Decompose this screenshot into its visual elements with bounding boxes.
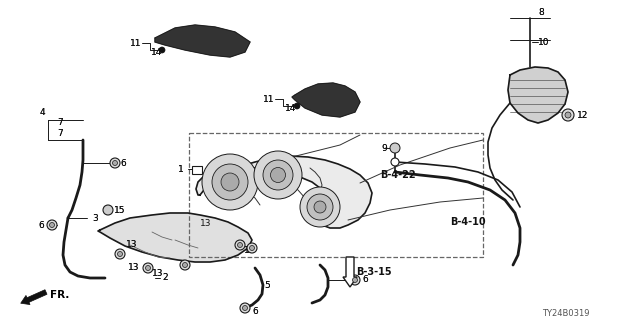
Polygon shape bbox=[98, 213, 252, 262]
Text: 15: 15 bbox=[114, 205, 125, 214]
Circle shape bbox=[110, 158, 120, 168]
Circle shape bbox=[247, 243, 257, 253]
Circle shape bbox=[250, 245, 255, 251]
Text: 6: 6 bbox=[120, 158, 125, 167]
Text: 10: 10 bbox=[538, 37, 550, 46]
Circle shape bbox=[49, 222, 54, 228]
Text: 2: 2 bbox=[162, 274, 168, 283]
Text: 14: 14 bbox=[151, 47, 163, 57]
Circle shape bbox=[294, 103, 300, 109]
Circle shape bbox=[103, 205, 113, 215]
Text: 6: 6 bbox=[252, 308, 258, 316]
Circle shape bbox=[145, 266, 150, 270]
Text: 10: 10 bbox=[538, 37, 550, 46]
Text: 5: 5 bbox=[264, 281, 269, 290]
Bar bbox=[189, 133, 483, 257]
FancyArrow shape bbox=[20, 290, 47, 305]
Text: 13: 13 bbox=[244, 245, 255, 254]
Text: 13: 13 bbox=[126, 239, 138, 249]
Text: 7: 7 bbox=[57, 129, 63, 138]
Circle shape bbox=[47, 220, 57, 230]
Circle shape bbox=[212, 164, 248, 200]
Text: B-4-22: B-4-22 bbox=[380, 170, 415, 180]
Circle shape bbox=[562, 109, 574, 121]
Text: 2: 2 bbox=[162, 274, 168, 283]
Circle shape bbox=[307, 194, 333, 220]
Circle shape bbox=[353, 277, 358, 283]
Text: 12: 12 bbox=[577, 110, 588, 119]
Text: 7: 7 bbox=[57, 117, 63, 126]
Bar bbox=[192, 166, 202, 174]
Circle shape bbox=[221, 173, 239, 191]
Text: 6: 6 bbox=[362, 276, 368, 284]
Text: B-4-10: B-4-10 bbox=[450, 217, 486, 227]
Text: 6: 6 bbox=[120, 158, 125, 167]
Polygon shape bbox=[155, 25, 250, 57]
Circle shape bbox=[314, 201, 326, 213]
Text: TY24B0319: TY24B0319 bbox=[543, 309, 590, 318]
Circle shape bbox=[237, 243, 243, 247]
Text: 13: 13 bbox=[128, 263, 140, 273]
Text: B-3-15: B-3-15 bbox=[356, 267, 392, 277]
Text: 11: 11 bbox=[130, 38, 141, 47]
Text: 1: 1 bbox=[178, 164, 184, 173]
Circle shape bbox=[180, 260, 190, 270]
Text: FR.: FR. bbox=[50, 290, 69, 300]
Circle shape bbox=[240, 303, 250, 313]
Circle shape bbox=[115, 249, 125, 259]
Text: 9: 9 bbox=[381, 143, 387, 153]
Text: 3: 3 bbox=[92, 213, 98, 222]
Circle shape bbox=[300, 187, 340, 227]
Text: 7: 7 bbox=[57, 129, 63, 138]
Circle shape bbox=[202, 154, 258, 210]
Circle shape bbox=[565, 112, 571, 118]
Text: 4: 4 bbox=[40, 108, 45, 116]
Circle shape bbox=[113, 161, 118, 165]
Circle shape bbox=[390, 143, 400, 153]
Circle shape bbox=[182, 262, 188, 268]
Circle shape bbox=[143, 263, 153, 273]
Circle shape bbox=[271, 167, 285, 182]
Text: 13: 13 bbox=[200, 219, 211, 228]
Text: 14: 14 bbox=[285, 103, 296, 113]
Text: 8: 8 bbox=[538, 7, 544, 17]
Text: 14: 14 bbox=[151, 47, 163, 57]
Circle shape bbox=[159, 47, 165, 53]
Text: 7: 7 bbox=[57, 117, 63, 126]
Text: 9: 9 bbox=[381, 143, 387, 153]
Text: 14: 14 bbox=[285, 103, 296, 113]
Text: 1: 1 bbox=[178, 164, 184, 173]
Text: 11: 11 bbox=[263, 94, 275, 103]
Circle shape bbox=[254, 151, 302, 199]
Polygon shape bbox=[196, 156, 372, 228]
Text: 5: 5 bbox=[264, 281, 269, 290]
Circle shape bbox=[263, 160, 293, 190]
Text: 13: 13 bbox=[244, 245, 255, 254]
Text: 13: 13 bbox=[152, 268, 163, 277]
Text: 15: 15 bbox=[114, 205, 125, 214]
Text: 6: 6 bbox=[38, 220, 44, 229]
Circle shape bbox=[350, 275, 360, 285]
Circle shape bbox=[391, 158, 399, 166]
Text: 13: 13 bbox=[152, 268, 163, 277]
Text: 6: 6 bbox=[362, 276, 368, 284]
Polygon shape bbox=[508, 67, 568, 123]
Text: 3: 3 bbox=[92, 213, 98, 222]
Text: 12: 12 bbox=[577, 110, 588, 119]
Text: 4: 4 bbox=[40, 108, 45, 116]
Text: 13: 13 bbox=[128, 263, 140, 273]
Circle shape bbox=[118, 252, 122, 257]
Circle shape bbox=[243, 306, 248, 310]
Text: 6: 6 bbox=[38, 220, 44, 229]
Text: 6: 6 bbox=[252, 308, 258, 316]
Text: 13: 13 bbox=[126, 239, 138, 249]
Polygon shape bbox=[292, 83, 360, 117]
FancyArrow shape bbox=[343, 257, 357, 287]
Text: 8: 8 bbox=[538, 7, 544, 17]
Circle shape bbox=[235, 240, 245, 250]
Text: 11: 11 bbox=[130, 38, 141, 47]
Text: 11: 11 bbox=[263, 94, 275, 103]
